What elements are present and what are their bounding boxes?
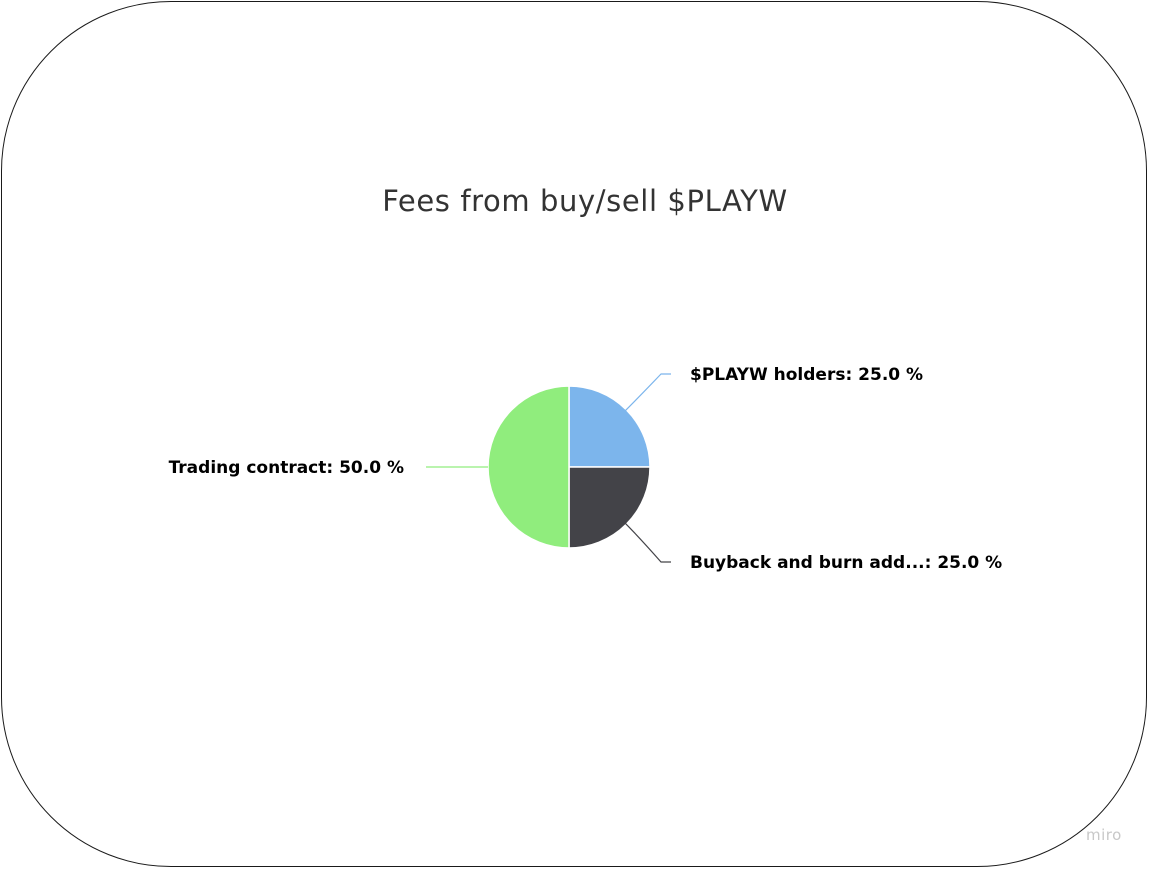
pie-data-label-0: $PLAYW holders: 25.0 %: [690, 365, 923, 385]
miro-watermark: miro: [1086, 826, 1122, 844]
pie-connector-0: [623, 373, 671, 413]
pie-data-label-1: Buyback and burn add...: 25.0 %: [690, 553, 1002, 573]
pie-slice-2[interactable]: [487, 385, 570, 549]
pie-data-label-2: Trading contract: 50.0 %: [169, 458, 404, 478]
pie-slices: [487, 385, 651, 549]
pie-labels: $PLAYW holders: 25.0 % Buyback and burn a…: [169, 365, 1003, 573]
pie-connector-1: [623, 521, 671, 563]
chart-title: Fees from buy/sell $PLAYW: [382, 184, 788, 218]
pie-connectors: [426, 373, 671, 563]
